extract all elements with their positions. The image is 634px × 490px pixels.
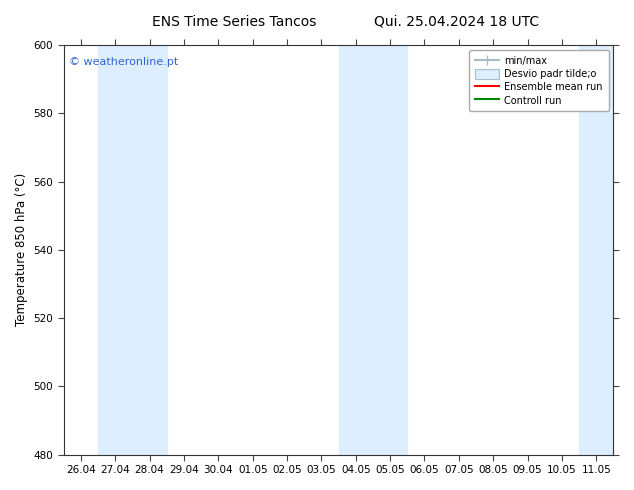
Text: ENS Time Series Tancos: ENS Time Series Tancos — [152, 15, 317, 29]
Bar — [339, 45, 373, 455]
Legend: min/max, Desvio padr tilde;o, Ensemble mean run, Controll run: min/max, Desvio padr tilde;o, Ensemble m… — [469, 50, 609, 111]
Text: Qui. 25.04.2024 18 UTC: Qui. 25.04.2024 18 UTC — [374, 15, 539, 29]
Bar — [579, 45, 614, 455]
Bar — [98, 45, 133, 455]
Bar — [133, 45, 167, 455]
Y-axis label: Temperature 850 hPa (°C): Temperature 850 hPa (°C) — [15, 173, 28, 326]
Bar — [373, 45, 407, 455]
Text: © weatheronline.pt: © weatheronline.pt — [69, 57, 178, 67]
